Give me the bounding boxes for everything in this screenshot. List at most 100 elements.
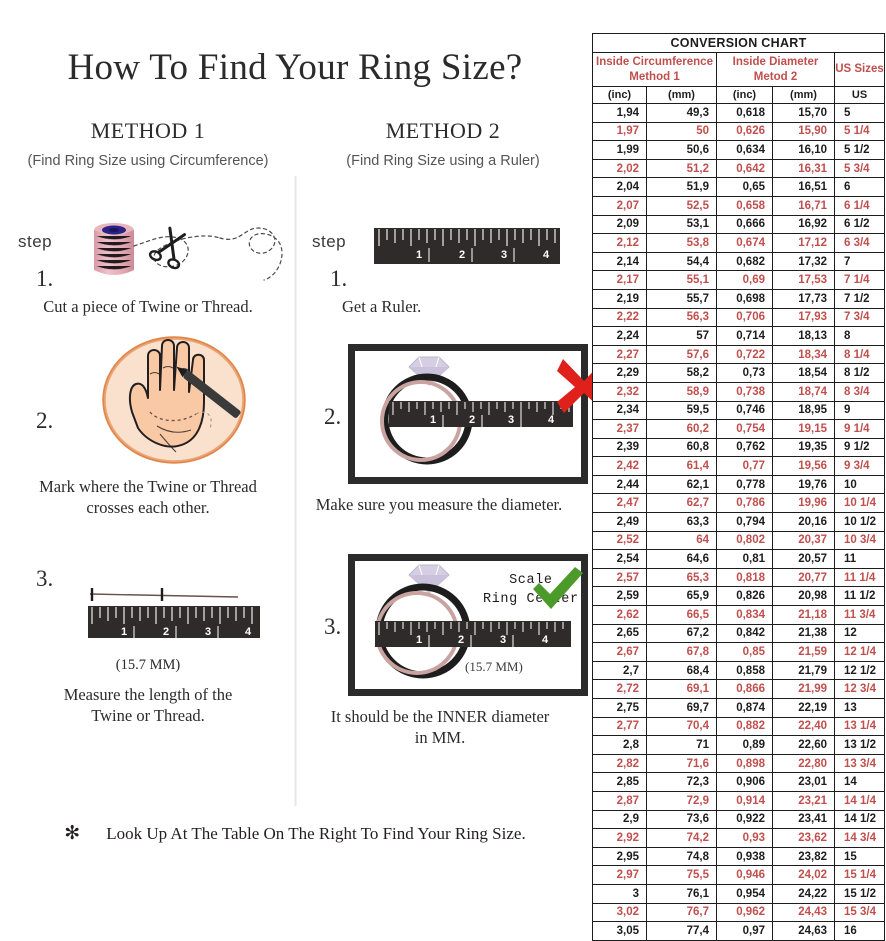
table-row[interactable]: 2,17 55,1 0,69 17,53 7 1/4 — [592, 270, 886, 290]
table-cell: 72,3 — [646, 772, 717, 792]
table-cell: 74,2 — [646, 828, 717, 848]
table-cell: 0,914 — [716, 790, 773, 811]
table-row[interactable]: 2,22 56,3 0,706 17,93 7 3/4 — [592, 307, 886, 328]
table-cell: 20,77 — [772, 567, 835, 588]
table-cell: 75,5 — [646, 865, 717, 885]
table-cell: 0,746 — [716, 400, 773, 421]
table-row[interactable]: 3 76,1 0,954 24,22 15 1/2 — [592, 883, 886, 904]
table-cell: 11 1/2 — [833, 586, 886, 607]
table-cell: 2,85 — [592, 772, 647, 792]
table-row[interactable]: 2,34 59,5 0,746 18,95 9 — [592, 400, 886, 421]
table-cell: 9 1/2 — [833, 437, 886, 458]
table-row[interactable]: 3,02 76,7 0,962 24,43 15 3/4 — [592, 902, 886, 923]
table-cell: 9 1/4 — [833, 419, 886, 439]
table-title-row: CONVERSION CHART — [591, 33, 886, 53]
table-row[interactable]: 2,82 71,6 0,898 22,80 13 3/4 — [592, 753, 886, 774]
method-1-title: METHOD 1 — [90, 118, 206, 143]
table-row[interactable]: 2,39 60,8 0,762 19,35 9 1/2 — [592, 437, 886, 458]
table-row[interactable]: 2,44 62,1 0,778 19,76 10 — [592, 474, 886, 495]
table-cell: 0,682 — [716, 251, 773, 272]
table-row[interactable]: 2,24 57 0,714 18,13 8 — [592, 326, 886, 346]
table-row[interactable]: 2,67 67,8 0,85 21,59 12 1/4 — [592, 642, 886, 662]
table-row[interactable]: 2,62 66,5 0,834 21,18 11 3/4 — [592, 605, 886, 625]
table-row[interactable]: 2,54 64,6 0,81 20,57 11 — [592, 549, 886, 569]
table-row[interactable]: 2,32 58,9 0,738 18,74 8 3/4 — [592, 381, 886, 402]
table-row[interactable]: 1,94 49,3 0,618 15,70 5 — [592, 103, 886, 123]
table-cell: 64 — [646, 530, 717, 551]
table-cell: 20,16 — [772, 512, 835, 532]
table-cell: 62,1 — [646, 474, 717, 495]
table-cell: 2,42 — [592, 456, 647, 476]
table-head: CONVERSION CHART Inside Circumference Met… — [591, 33, 886, 104]
table-group-header: Inside Circumference Method 1 — [592, 52, 717, 87]
table-row[interactable]: 1,99 50,6 0,634 16,10 5 1/2 — [592, 140, 886, 160]
table-row[interactable]: 2,29 58,2 0,73 18,54 8 1/2 — [592, 363, 886, 383]
table-cell: 76,7 — [646, 902, 717, 923]
footer-note: ✻ Look Up At The Table On The Right To Fi… — [0, 822, 590, 845]
table-row[interactable]: 2,57 65,3 0,818 20,77 11 1/4 — [592, 567, 886, 588]
table-row[interactable]: 2,59 65,9 0,826 20,98 11 1/2 — [592, 586, 886, 607]
table-cell: 0,818 — [716, 567, 773, 588]
table-cell: 12 1/4 — [833, 642, 886, 662]
table-cell: 6 1/4 — [833, 195, 886, 216]
table-row[interactable]: 2,42 61,4 0,77 19,56 9 3/4 — [592, 456, 886, 476]
table-row[interactable]: 2,07 52,5 0,658 16,71 6 1/4 — [592, 195, 886, 216]
table-cell: 23,62 — [772, 828, 835, 848]
table-row[interactable]: 2,47 62,7 0,786 19,96 10 1/4 — [592, 493, 886, 514]
table-cell: 24,22 — [772, 883, 835, 904]
table-row[interactable]: 2,02 51,2 0,642 16,31 5 3/4 — [592, 158, 886, 179]
table-row[interactable]: 2,9 73,6 0,922 23,41 14 1/2 — [592, 809, 886, 830]
table-cell: 19,96 — [772, 493, 835, 514]
table-row[interactable]: 2,85 72,3 0,906 23,01 14 — [592, 772, 886, 792]
table-cell: 10 1/2 — [833, 512, 886, 532]
table-row[interactable]: 1,97 50 0,626 15,90 5 1/4 — [592, 121, 886, 142]
table-cell: 2,34 — [592, 400, 647, 421]
table-row[interactable]: 2,14 54,4 0,682 17,32 7 — [592, 251, 886, 272]
svg-text:4: 4 — [548, 414, 555, 426]
table-cell: 63,3 — [646, 512, 717, 532]
table-cell: 54,4 — [646, 251, 717, 272]
caption-line-1: It should be the INNER diameter — [330, 707, 550, 726]
table-row[interactable]: 2,52 64 0,802 20,37 10 3/4 — [592, 530, 886, 551]
table-cell: 8 1/4 — [833, 344, 886, 365]
table-row[interactable]: 2,65 67,2 0,842 21,38 12 — [592, 623, 886, 644]
table-cell: 0,626 — [716, 121, 773, 142]
step-caption: It should be the INNER diameter in MM. — [290, 706, 590, 748]
table-cell: 15 3/4 — [833, 902, 886, 923]
table-row[interactable]: 2,97 75,5 0,946 24,02 15 1/4 — [592, 865, 886, 885]
table-cell: 11 1/4 — [833, 567, 886, 588]
table-row[interactable]: 2,75 69,7 0,874 22,19 13 — [592, 698, 886, 718]
table-cell: 16,71 — [772, 195, 835, 216]
table-row[interactable]: 2,04 51,9 0,65 16,51 6 — [592, 177, 886, 197]
asterisk-icon: ✻ — [64, 823, 81, 844]
svg-text:2: 2 — [469, 414, 475, 426]
table-row[interactable]: 2,77 70,4 0,882 22,40 13 1/4 — [592, 716, 886, 737]
method-2-column: METHOD 2 (Find Ring Size using a Ruler) … — [296, 118, 611, 747]
table-cell: 2,47 — [592, 493, 647, 514]
measurement-label: (15.7 MM) — [115, 657, 181, 673]
table-row[interactable]: 2,8 71 0,89 22,60 13 1/2 — [592, 735, 886, 755]
table-row[interactable]: 2,92 74,2 0,93 23,62 14 3/4 — [592, 828, 886, 848]
table-row[interactable]: 2,19 55,7 0,698 17,73 7 1/2 — [592, 288, 886, 309]
table-row[interactable]: 2,09 53,1 0,666 16,92 6 1/2 — [592, 214, 886, 235]
table-cell: 0,738 — [716, 381, 773, 402]
table-row[interactable]: 2,12 53,8 0,674 17,12 6 3/4 — [592, 233, 886, 253]
svg-text:3: 3 — [500, 634, 506, 646]
table-cell: 74,8 — [646, 846, 717, 867]
table-row[interactable]: 2,49 63,3 0,794 20,16 10 1/2 — [592, 512, 886, 532]
table-row[interactable]: 2,37 60,2 0,754 19,15 9 1/4 — [592, 419, 886, 439]
table-cell: 71 — [646, 735, 717, 755]
table-cell: 0,778 — [716, 474, 773, 495]
table-row[interactable]: 2,72 69,1 0,866 21,99 12 3/4 — [592, 679, 886, 699]
table-row[interactable]: 2,87 72,9 0,914 23,21 14 1/4 — [592, 790, 886, 811]
table-cell: 55,1 — [646, 270, 717, 290]
table-cell: 0,858 — [716, 660, 773, 681]
table-row[interactable]: 2,27 57,6 0,722 18,34 8 1/4 — [592, 344, 886, 365]
table-cell: 20,98 — [772, 586, 835, 607]
table-row[interactable]: 2,95 74,8 0,938 23,82 15 — [592, 846, 886, 867]
table-cell: 73,6 — [646, 809, 717, 830]
table-cell: 61,4 — [646, 456, 717, 476]
table-row[interactable]: 2,7 68,4 0,858 21,79 12 1/2 — [592, 660, 886, 681]
table-row[interactable]: 3,05 77,4 0,97 24,63 16 — [592, 921, 886, 941]
table-cell: 13 3/4 — [833, 753, 886, 774]
